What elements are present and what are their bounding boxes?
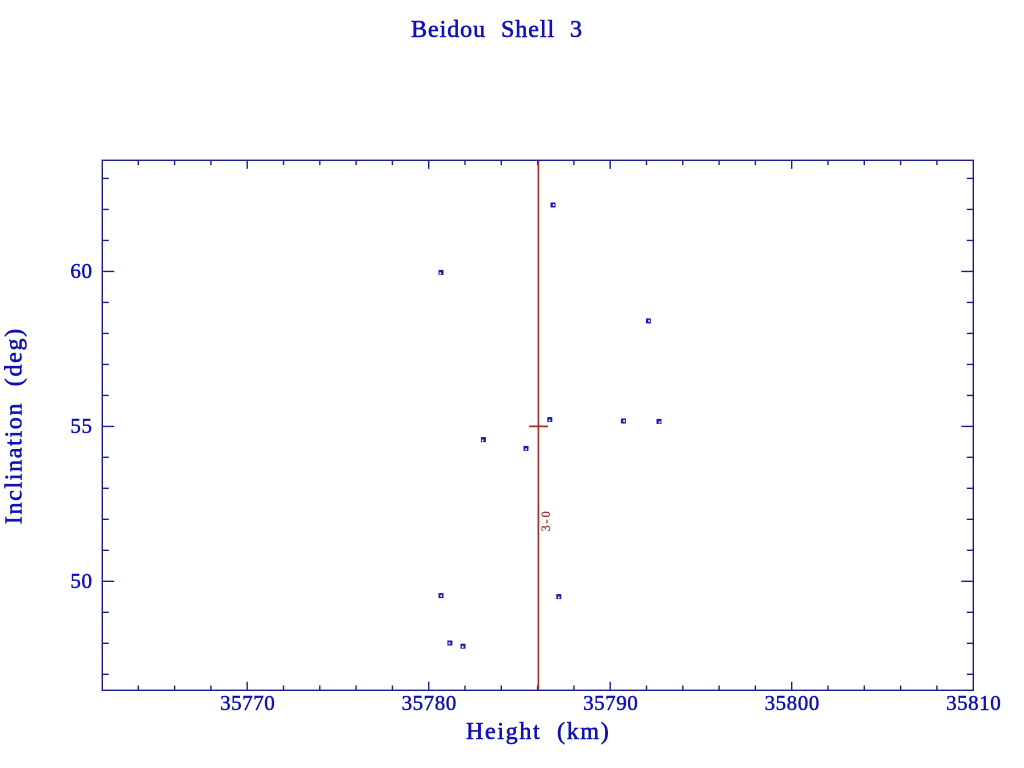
- svg-text:3-0: 3-0: [539, 509, 553, 531]
- svg-text:55: 55: [70, 414, 92, 438]
- svg-text:60: 60: [70, 259, 92, 283]
- svg-text:Beidou Shell 3: Beidou Shell 3: [411, 17, 583, 43]
- svg-text:Inclination (deg): Inclination (deg): [2, 327, 28, 524]
- svg-text:35780: 35780: [402, 691, 457, 715]
- svg-text:35810: 35810: [946, 691, 1001, 715]
- svg-text:35800: 35800: [765, 691, 820, 715]
- svg-text:50: 50: [70, 569, 92, 593]
- svg-text:35770: 35770: [220, 691, 275, 715]
- svg-text:Height (km): Height (km): [466, 719, 610, 745]
- svg-text:35790: 35790: [583, 691, 638, 715]
